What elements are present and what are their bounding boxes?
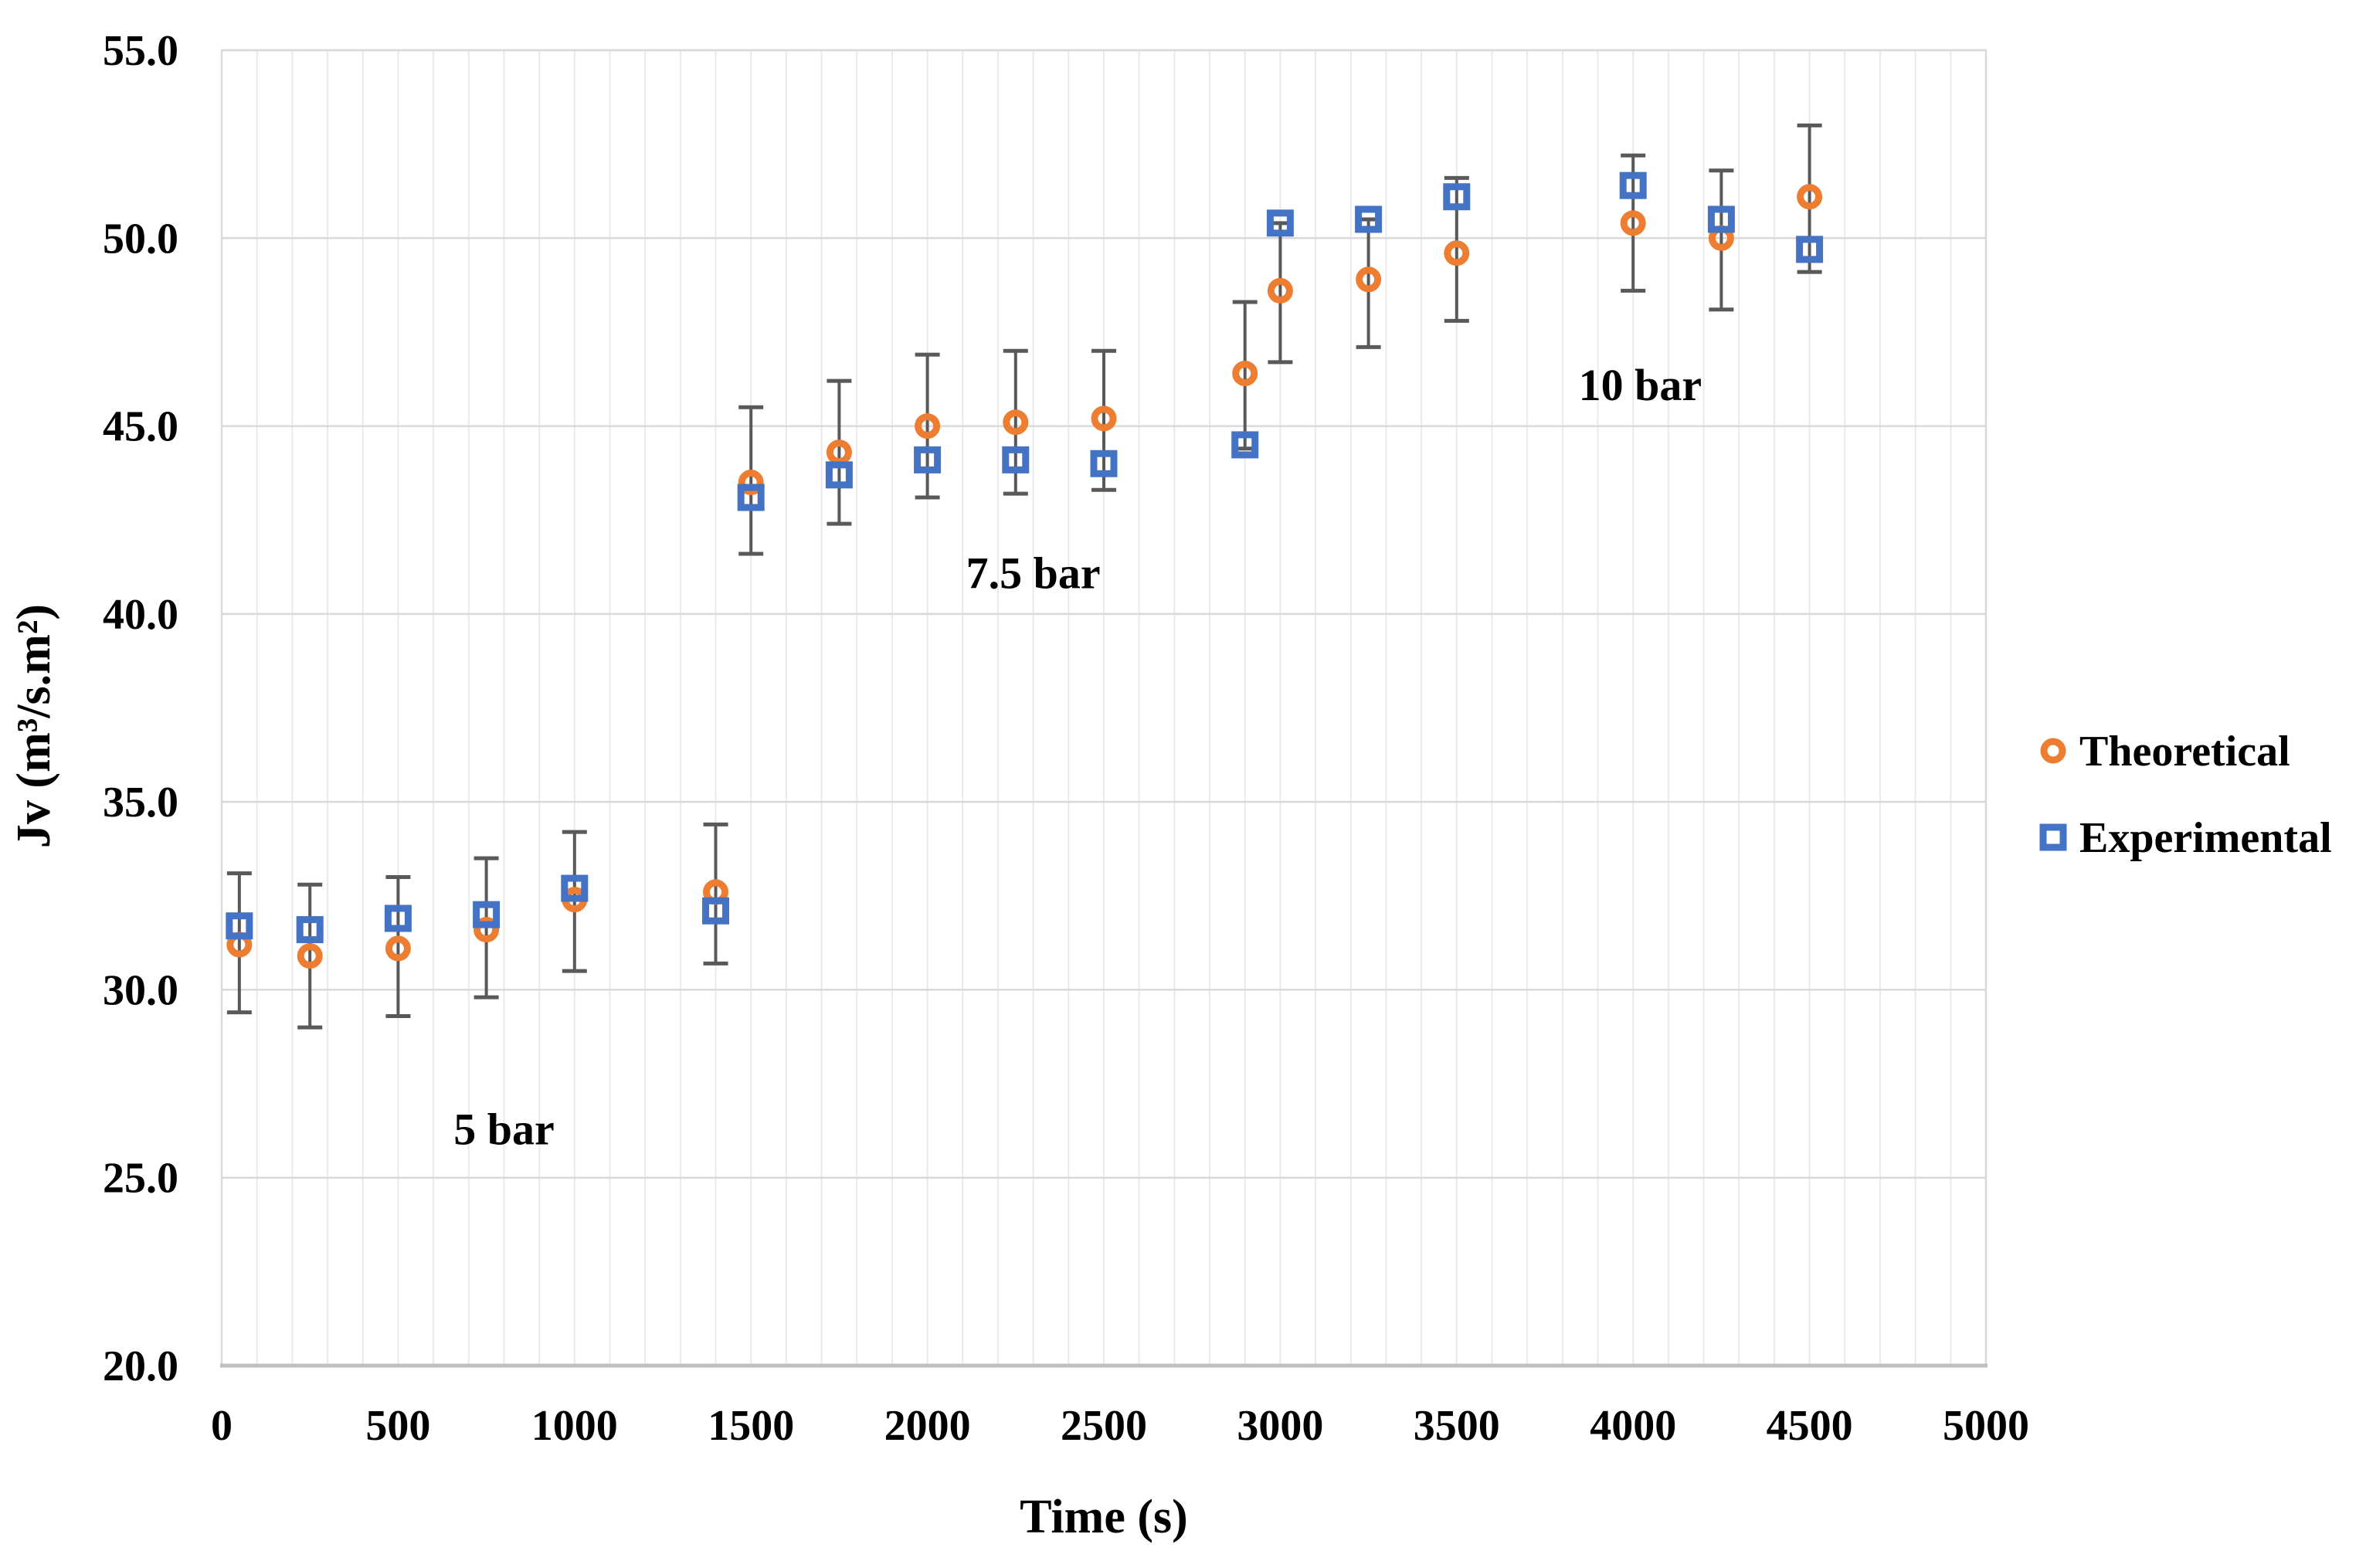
- theoretical-point: [474, 917, 500, 943]
- error-bar: [738, 405, 764, 556]
- pressure-annotations: 5 bar 7.5 bar 10 bar: [453, 360, 1702, 1154]
- y-tick-label: 25.0: [103, 1155, 178, 1203]
- x-tick-label: 1000: [531, 1402, 618, 1450]
- y-tick-label: 55.0: [103, 27, 178, 75]
- theoretical-point: [385, 935, 411, 962]
- experimental-point: [1266, 209, 1294, 237]
- x-tick-label: 500: [365, 1402, 430, 1450]
- experimental-point: [296, 916, 324, 944]
- x-tick-label: 5000: [1943, 1402, 2029, 1450]
- theoretical-point: [297, 943, 323, 969]
- error-bar: [827, 378, 852, 526]
- gridlines: [220, 49, 1988, 1368]
- y-tick-label: 35.0: [103, 779, 178, 826]
- theoretical-point: [1797, 184, 1823, 210]
- theoretical-legend-marker-icon: [2040, 738, 2066, 764]
- experimental-point: [1443, 183, 1471, 211]
- y-tick-label: 40.0: [103, 591, 178, 639]
- experimental-legend-marker-icon: [2039, 823, 2067, 851]
- experimental-point: [1090, 450, 1118, 477]
- error-bar: [226, 871, 252, 1015]
- data-points: [226, 171, 1824, 969]
- theoretical-point: [1003, 409, 1029, 436]
- annotation-label: 7.5 bar: [966, 548, 1101, 598]
- error-bar: [915, 352, 940, 500]
- theoretical-point: [915, 413, 941, 440]
- annotation-label: 10 bar: [1579, 360, 1702, 410]
- legend-label-theoretical: Theoretical: [2079, 728, 2290, 776]
- annotation-label: 5 bar: [453, 1104, 555, 1154]
- experimental-point: [561, 874, 589, 902]
- error-bar: [1797, 123, 1822, 274]
- experimental-point: [1355, 205, 1383, 233]
- error-bar: [1709, 168, 1734, 312]
- experimental-point: [1619, 171, 1647, 199]
- theoretical-point: [1356, 266, 1382, 293]
- theoretical-point: [1444, 240, 1470, 266]
- legend: Theoretical Experimental: [2039, 728, 2332, 862]
- x-axis-title: Time (s): [1020, 1491, 1188, 1543]
- x-tick-label: 1500: [708, 1402, 794, 1450]
- y-tick-label: 30.0: [103, 966, 178, 1014]
- x-tick-label: 3000: [1237, 1402, 1323, 1450]
- x-tick-label: 4000: [1590, 1402, 1676, 1450]
- x-tick-label: 4500: [1767, 1402, 1853, 1450]
- experimental-point: [737, 484, 765, 511]
- y-tick-label: 50.0: [103, 215, 178, 263]
- experimental-point: [1231, 431, 1259, 459]
- x-tick-label: 0: [211, 1402, 233, 1450]
- x-tick-label: 3500: [1414, 1402, 1500, 1450]
- y-tick-label: 20.0: [103, 1342, 178, 1390]
- experimental-point: [226, 912, 253, 940]
- theoretical-point: [738, 470, 764, 496]
- experimental-point: [473, 901, 501, 928]
- experimental-point: [1796, 236, 1824, 263]
- y-tick-label: 45.0: [103, 403, 178, 451]
- error-bars: [226, 123, 1822, 1030]
- theoretical-point: [1232, 360, 1258, 386]
- experimental-point: [1002, 446, 1030, 473]
- error-bar: [703, 822, 728, 966]
- error-bar: [1091, 348, 1116, 492]
- experimental-point: [914, 446, 942, 473]
- theoretical-point: [1620, 210, 1646, 236]
- experimental-point: [384, 904, 412, 932]
- experimental-point: [1707, 205, 1735, 233]
- error-bar: [1444, 175, 1469, 323]
- error-bar: [297, 882, 323, 1030]
- x-tick-label: 2000: [884, 1402, 971, 1450]
- y-axis-title: Jv (m³/s.m²): [8, 604, 60, 848]
- legend-label-experimental: Experimental: [2079, 814, 2332, 862]
- theoretical-point: [1091, 406, 1117, 432]
- error-bar: [385, 874, 411, 1018]
- experimental-point: [702, 897, 730, 925]
- axis-tick-labels: 0 500 1000 1500 2000 2500 3000 3500 4000 4500 5000…: [103, 27, 2029, 1450]
- experimental-point: [825, 461, 853, 489]
- x-tick-label: 2500: [1061, 1402, 1147, 1450]
- theoretical-point: [1267, 277, 1293, 304]
